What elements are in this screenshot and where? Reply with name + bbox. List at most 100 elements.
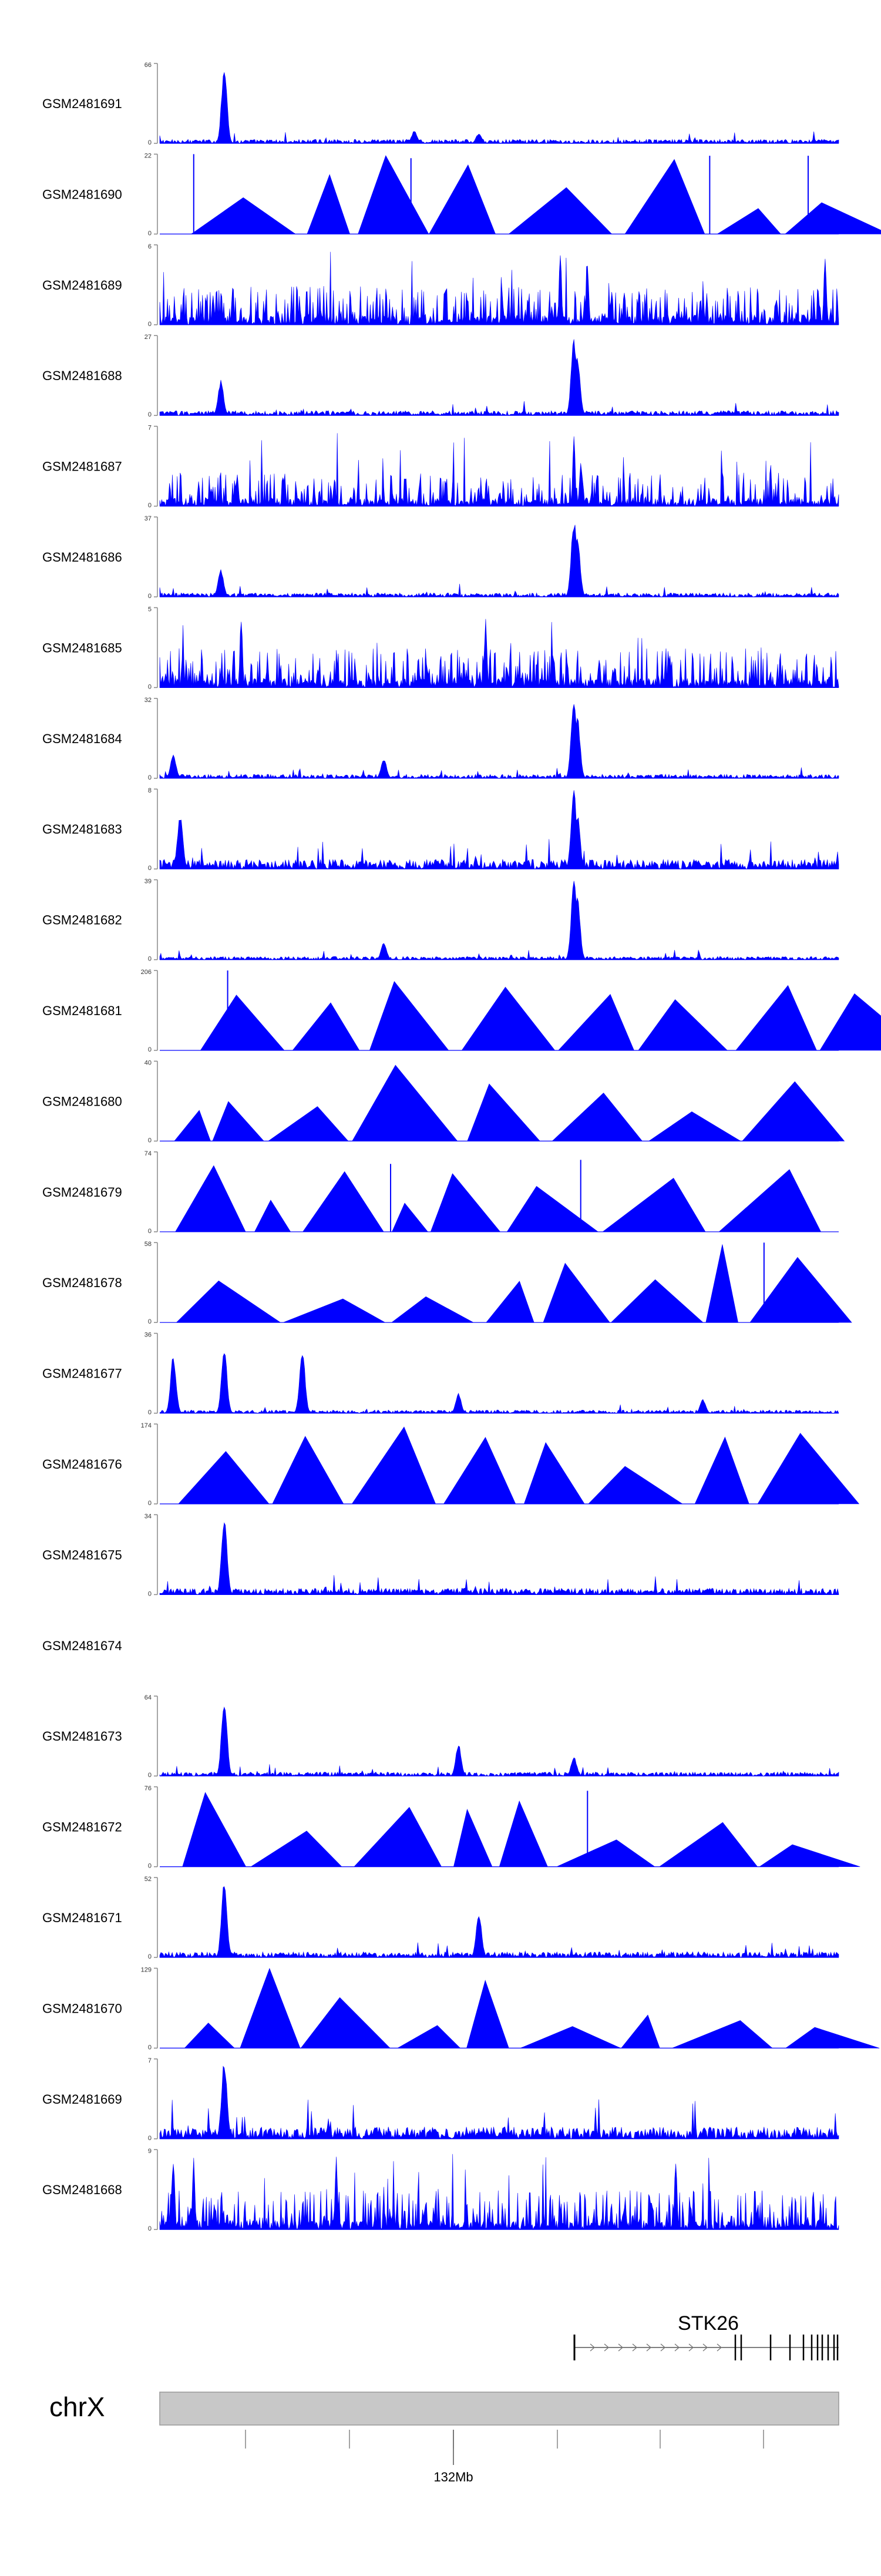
coverage-area [159, 2065, 839, 2140]
track-GSM2481690: GSM2481690 22 0 [42, 152, 881, 237]
y-min-label: 0 [148, 1500, 152, 1507]
y-max-label: 6 [148, 243, 152, 250]
coverage-area [160, 1244, 852, 1323]
y-min-label: 0 [148, 230, 152, 237]
track-label: GSM2481670 [42, 2001, 122, 2016]
track-GSM2481672: GSM2481672 76 0 [42, 1785, 860, 1870]
coverage-area [160, 1064, 845, 1141]
track-GSM2481684: GSM2481684 32 0 [42, 697, 839, 781]
track-label: GSM2481679 [42, 1185, 122, 1200]
track-GSM2481688: GSM2481688 27 0 [42, 334, 839, 418]
gene-name: STK26 [678, 2312, 739, 2335]
strand-arrow [646, 2343, 652, 2352]
chromosome-band [159, 2392, 839, 2426]
coverage-area [159, 790, 839, 870]
track-GSM2481682: GSM2481682 39 0 [42, 878, 839, 963]
strand-arrow [632, 2343, 638, 2352]
coverage-area [160, 1967, 880, 2048]
strand-arrow [590, 2343, 596, 2352]
coverage-area [159, 1353, 839, 1414]
y-max-label: 74 [144, 1150, 152, 1157]
coverage-area [159, 1706, 839, 1777]
track-label: GSM2481677 [42, 1366, 122, 1381]
y-max-label: 76 [144, 1785, 152, 1792]
track-label: GSM2481674 [42, 1638, 122, 1653]
y-min-label: 0 [148, 1953, 152, 1960]
y-min-label: 0 [148, 1863, 152, 1870]
track-GSM2481683: GSM2481683 8 0 [42, 787, 839, 872]
y-max-label: 5 [148, 606, 152, 613]
y-max-label: 36 [144, 1332, 152, 1339]
track-label: GSM2481687 [42, 459, 122, 474]
y-min-label: 0 [148, 2135, 152, 2142]
track-GSM2481680: GSM2481680 40 0 [42, 1059, 845, 1144]
strand-arrow [702, 2343, 708, 2352]
track-GSM2481671: GSM2481671 52 0 [42, 1876, 839, 1960]
y-min-label: 0 [148, 956, 152, 963]
track-label: GSM2481682 [42, 913, 122, 928]
coverage-area [159, 2154, 839, 2231]
y-min-label: 0 [148, 139, 152, 146]
track-label: GSM2481680 [42, 1094, 122, 1109]
track-GSM2481668: GSM2481668 9 0 [42, 2148, 839, 2232]
y-min-label: 0 [148, 683, 152, 690]
y-min-label: 0 [148, 1409, 152, 1416]
coverage-area [160, 1426, 860, 1504]
y-min-label: 0 [148, 321, 152, 328]
y-max-label: 37 [144, 515, 152, 522]
y-min-label: 0 [148, 1318, 152, 1325]
axis-tick-label: 132Mb [433, 2470, 473, 2484]
track-GSM2481677: GSM2481677 36 0 [42, 1332, 839, 1416]
coverage-area [160, 1792, 860, 1867]
y-max-label: 9 [148, 2148, 152, 2155]
coverage-area [160, 155, 881, 234]
y-min-label: 0 [148, 411, 152, 418]
y-max-label: 66 [144, 62, 152, 69]
y-max-label: 34 [144, 1513, 152, 1520]
coverage-area [159, 881, 839, 960]
track-label: GSM2481676 [42, 1457, 122, 1472]
coverage-area [159, 619, 839, 688]
y-max-label: 7 [148, 425, 152, 432]
y-min-label: 0 [148, 1137, 152, 1144]
gene-track: STK26 [573, 2312, 839, 2360]
track-label: GSM2481684 [42, 731, 122, 746]
chromosome-ideogram: chrX 132Mb [49, 2392, 839, 2484]
y-min-label: 0 [148, 1046, 152, 1053]
y-max-label: 174 [141, 1422, 152, 1429]
y-max-label: 129 [141, 1966, 152, 1973]
track-label: GSM2481668 [42, 2182, 122, 2197]
coverage-area [159, 704, 839, 779]
y-max-label: 206 [141, 969, 152, 976]
y-min-label: 0 [148, 593, 152, 600]
track-label: GSM2481675 [42, 1547, 122, 1562]
strand-arrow [717, 2343, 722, 2352]
y-max-label: 52 [144, 1876, 152, 1883]
y-min-label: 0 [148, 774, 152, 781]
track-label: GSM2481673 [42, 1729, 122, 1744]
track-label: GSM2481689 [42, 278, 122, 293]
coverage-area [160, 980, 881, 1051]
strand-arrow [660, 2343, 666, 2352]
strand-arrow [604, 2343, 610, 2352]
track-label: GSM2481669 [42, 2092, 122, 2107]
y-max-label: 40 [144, 1059, 152, 1066]
y-max-label: 7 [148, 2057, 152, 2064]
track-GSM2481681: GSM2481681 206 0 [42, 969, 881, 1053]
y-min-label: 0 [148, 502, 152, 509]
y-min-label: 0 [148, 1590, 152, 1597]
y-max-label: 27 [144, 334, 152, 341]
track-GSM2481669: GSM2481669 7 0 [42, 2057, 839, 2142]
track-GSM2481686: GSM2481686 37 0 [42, 515, 839, 600]
track-GSM2481678: GSM2481678 58 0 [42, 1241, 852, 1325]
y-min-label: 0 [148, 1772, 152, 1779]
track-label: GSM2481688 [42, 368, 122, 383]
y-min-label: 0 [148, 2044, 152, 2051]
y-min-label: 0 [148, 865, 152, 872]
track-GSM2481685: GSM2481685 5 0 [42, 606, 839, 690]
track-GSM2481676: GSM2481676 174 0 [42, 1422, 860, 1507]
track-label: GSM2481690 [42, 187, 122, 201]
y-max-label: 39 [144, 878, 152, 885]
coverage-area [159, 433, 839, 507]
